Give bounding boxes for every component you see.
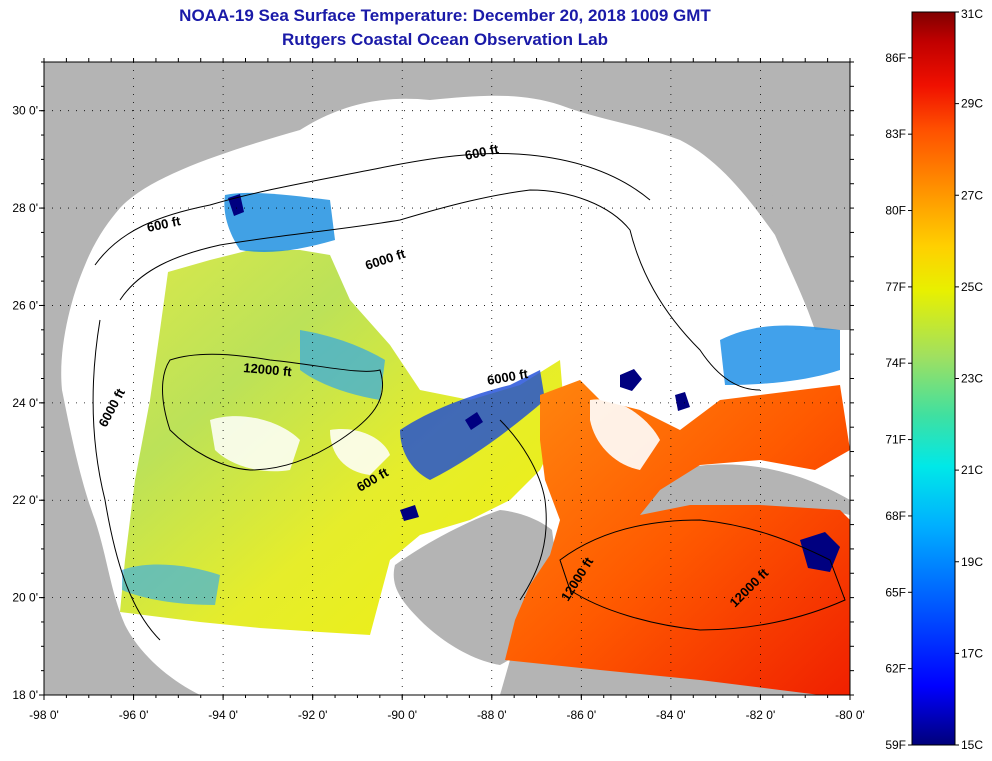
lat-tick-label: 20 0' — [12, 591, 38, 605]
sst-cold-patch-mid — [300, 330, 385, 400]
latitude-ticks: 18 0' 20 0' 22 0' 24 0' 26 0' 28 0' 30 0' — [12, 61, 854, 702]
lat-tick-label: 26 0' — [12, 298, 38, 312]
lon-tick-label: -88 0' — [477, 708, 507, 722]
colorbar-c-label: 25C — [961, 280, 983, 294]
contour-label-12000ft-west: 12000 ft — [243, 360, 293, 379]
colorbar-c-label: 19C — [961, 555, 983, 569]
lat-tick-label: 24 0' — [12, 396, 38, 410]
map-subtitle: Rutgers Coastal Ocean Observation Lab — [282, 30, 608, 49]
map-title: NOAA-19 Sea Surface Temperature: Decembe… — [179, 6, 711, 25]
cuba — [630, 464, 850, 515]
colorbar-c-label: 27C — [961, 188, 983, 202]
lat-tick-label: 22 0' — [12, 493, 38, 507]
colorbar-c-label: 29C — [961, 97, 983, 111]
sst-cold-patch-florida — [720, 325, 840, 385]
lon-tick-label: -86 0' — [567, 708, 597, 722]
colorbar-f-label: 80F — [885, 204, 906, 218]
sst-east-swath — [505, 380, 850, 695]
lat-tick-label: 18 0' — [12, 688, 38, 702]
florida — [764, 62, 850, 325]
colorbar-f-label: 62F — [885, 662, 906, 676]
colorbar-f-label: 65F — [885, 585, 906, 599]
colorbar-f-label: 71F — [885, 433, 906, 447]
colorbar-f-label: 74F — [885, 356, 906, 370]
colorbar-f-label: 86F — [885, 51, 906, 65]
colorbar-c-label: 23C — [961, 372, 983, 386]
lon-tick-label: -98 0' — [29, 708, 59, 722]
colorbar-f-label: 68F — [885, 509, 906, 523]
lon-tick-label: -80 0' — [835, 708, 865, 722]
clouds-3 — [330, 429, 390, 475]
contour-label-600ft-west: 600 ft — [146, 213, 183, 235]
colorbar-c-label: 31C — [961, 7, 983, 21]
clouds-2 — [210, 416, 300, 472]
colorbar: 31C 29C 27C 25C 23C 21C 19C 17C 15C 86F 83F 80F 77F… — [885, 7, 983, 752]
colorbar-fahrenheit-labels: 86F 83F 80F 77F 74F 71F 68F 65F 62F 59F — [885, 51, 912, 752]
lon-tick-label: -92 0' — [298, 708, 328, 722]
colorbar-f-label: 59F — [885, 738, 906, 752]
colorbar-c-label: 15C — [961, 738, 983, 752]
contour-label-600ft-north: 600 ft — [464, 141, 501, 163]
colorbar-f-label: 83F — [885, 127, 906, 141]
sst-cold-patch-southwest — [122, 564, 220, 605]
lon-tick-label: -82 0' — [746, 708, 776, 722]
lat-tick-label: 30 0' — [12, 104, 38, 118]
colorbar-f-label: 77F — [885, 280, 906, 294]
lon-tick-label: -90 0' — [387, 708, 417, 722]
longitude-ticks: -98 0' -96 0' -94 0' -92 0' -90 0' -88 0' -86 … — [29, 58, 865, 722]
lon-tick-label: -96 0' — [119, 708, 149, 722]
clouds — [590, 399, 660, 470]
colorbar-celsius-labels: 31C 29C 27C 25C 23C 21C 19C 17C 15C — [955, 7, 983, 752]
colorbar-c-label: 21C — [961, 463, 983, 477]
colorbar-gradient — [911, 11, 956, 746]
contour-label-6000ft-east: 6000 ft — [486, 366, 530, 388]
colorbar-c-label: 17C — [961, 646, 983, 660]
lon-tick-label: -84 0' — [656, 708, 686, 722]
lat-tick-label: 28 0' — [12, 201, 38, 215]
bathymetry-contours — [92, 152, 846, 641]
lon-tick-label: -94 0' — [208, 708, 238, 722]
